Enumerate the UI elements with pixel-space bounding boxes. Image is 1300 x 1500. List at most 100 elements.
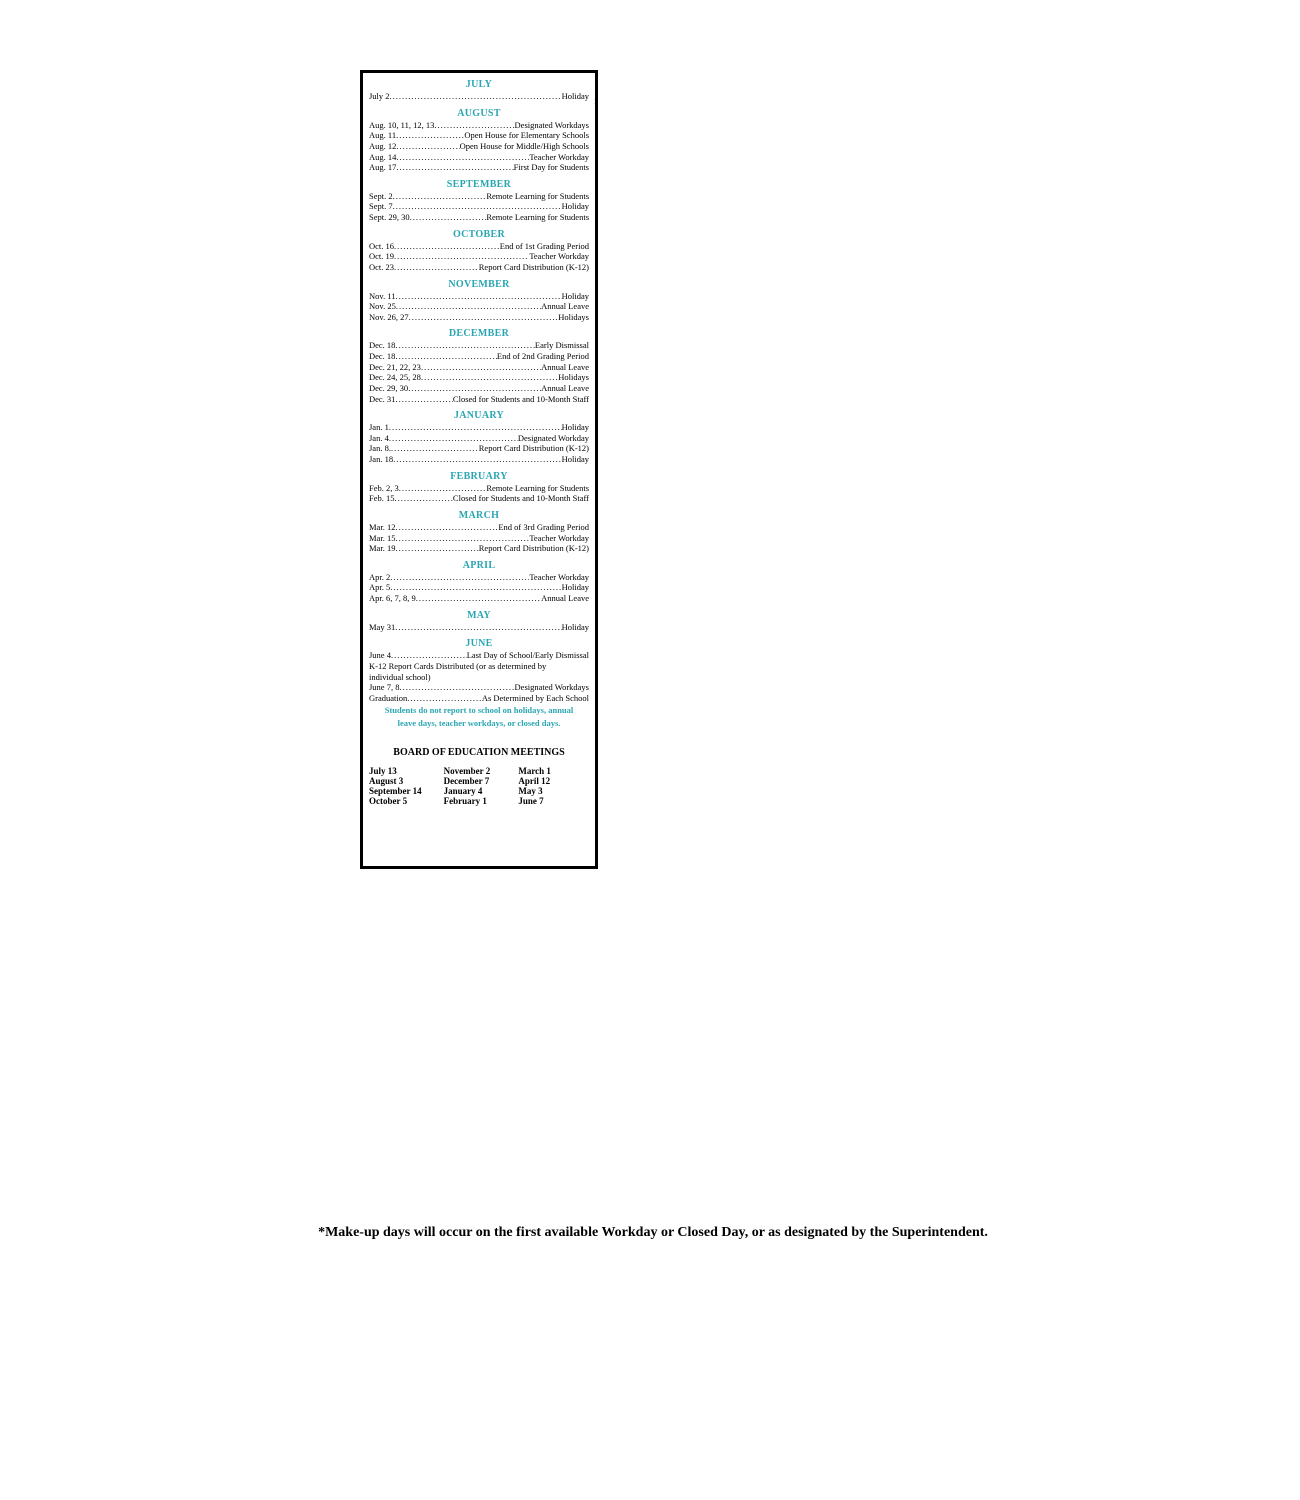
calendar-entry: Aug. 17First Day for Students [369,162,589,173]
entry-dots [391,443,479,454]
entry-label: Designated Workdays [515,120,589,131]
entry-label: Holidays [558,312,589,323]
entry-date: Aug. 12 [369,141,396,152]
entry-dots [395,351,496,362]
entry-dots [393,191,487,202]
calendar-entry: Dec. 18 Early Dismissal [369,340,589,351]
entry-label: Report Card Distribution (K-12) [479,543,589,554]
calendar-entry: Nov. 11Holiday [369,291,589,302]
entry-date: May 31 [369,622,395,633]
entry-date: Dec. 31 [369,394,395,405]
entry-label: End of 1st Grading Period [500,241,589,252]
entry-label: Holiday [562,622,589,633]
board-date: October 5 [369,796,440,806]
calendar-entry: Nov. 25Annual Leave [369,301,589,312]
month-heading: MAY [369,610,589,621]
calendar-entry: July 2 Holiday [369,91,589,102]
month-heading: DECEMBER [369,328,589,339]
decoration-dots: : [594,96,597,107]
entry-label: Annual Leave [541,362,589,373]
board-date: September 14 [369,786,440,796]
entry-dots [391,650,467,661]
entry-date: Dec. 24, 25, 28 [369,372,421,383]
entry-dots [390,91,562,102]
entry-dots [416,593,541,604]
entry-dots [434,120,514,131]
footnote: *Make-up days will occur on the first av… [228,1225,1078,1241]
board-date: March 1 [518,766,589,776]
calendar-entry: Jan. 4Designated Workday [369,433,589,444]
entry-label: Early Dismissal [535,340,589,351]
calendar-entry: Sept. 7Holiday [369,201,589,212]
board-date: May 3 [518,786,589,796]
calendar-entry: Mar. 12End of 3rd Grading Period [369,522,589,533]
entry-date: Apr. 6, 7, 8, 9 [369,593,416,604]
entry-date: Feb. 15 [369,493,395,504]
calendar-entry: Graduation As Determined by Each School [369,693,589,704]
entry-dots [408,383,541,394]
calendar-box: JULYJuly 2HolidayAUGUSTAug. 10, 11, 12, … [360,70,598,869]
entry-label: Teacher Workday [529,251,589,262]
note-line: Students do not report to school on holi… [369,705,589,716]
entry-date: Dec. 18 [369,340,395,351]
board-heading: BOARD OF EDUCATION MEETINGS [369,747,589,758]
month-heading: SEPTEMBER [369,179,589,190]
calendar-entry: Apr. 2Teacher Workday [369,572,589,583]
entry-label: Teacher Workday [529,152,589,163]
entry-date: July 2 [369,91,390,102]
entry-dots [421,362,541,373]
board-date: February 1 [444,796,515,806]
note-line: leave days, teacher workdays, or closed … [369,718,589,729]
entry-label: End of 3rd Grading Period [498,522,589,533]
month-heading: JANUARY [369,410,589,421]
board-date: June 7 [518,796,589,806]
entry-date: Jan. 8. [369,443,391,454]
board-date: December 7 [444,776,515,786]
entry-date: Nov. 25 [369,301,396,312]
calendar-entry: Jan. 8.Report Card Distribution (K-12) [369,443,589,454]
entry-dots [396,291,562,302]
entry-dots [395,394,452,405]
entry-dots [395,533,529,544]
calendar-line: K-12 Report Cards Distributed (or as det… [369,661,589,672]
calendar-entry: Aug. 11Open House for Elementary Schools [369,130,589,141]
entry-date: Mar. 19 [369,543,395,554]
entry-label: Holiday [562,201,589,212]
month-heading: APRIL [369,560,589,571]
entry-date: Dec. 18 [369,351,395,362]
board-date: August 3 [369,776,440,786]
calendar-entry: Feb. 2, 3Remote Learning for Students [369,483,589,494]
entry-date: Graduation [369,693,407,704]
calendar-entry: Feb. 15Closed for Students and 10-Month … [369,493,589,504]
calendar-entry: Oct. 16End of 1st Grading Period [369,241,589,252]
calendar-entry: Aug. 12Open House for Middle/High School… [369,141,589,152]
entry-label: First Day for Students [514,162,589,173]
entry-label: Holiday [562,582,589,593]
entry-date: Sept. 29, 30 [369,212,410,223]
entry-dots [421,372,558,383]
entry-dots [399,682,514,693]
entry-label: Last Day of School/Early Dismissal [467,650,589,661]
entry-dots [394,241,500,252]
entry-label: Designated Workdays [515,682,589,693]
entry-dots [393,201,562,212]
calendar-entry: Jan. 1Holiday [369,422,589,433]
entry-label: Remote Learning for Students [486,191,589,202]
entry-label: End of 2nd Grading Period [497,351,589,362]
entry-date: Apr. 2 [369,572,390,583]
calendar-entry: Dec. 24, 25, 28Holidays [369,372,589,383]
entry-dots [394,262,479,273]
entry-label: Open House for Elementary Schools [464,130,589,141]
entry-dots [399,483,487,494]
entry-label: As Determined by Each School [482,693,589,704]
entry-date: Oct. 19 [369,251,394,262]
calendar-line: individual school) [369,672,589,683]
entry-label: Holiday [562,91,589,102]
entry-label: Annual Leave [541,383,589,394]
entry-date: Nov. 26, 27 [369,312,409,323]
calendar-entry: June 7, 8Designated Workdays [369,682,589,693]
entry-dots [396,301,541,312]
entry-date: Dec. 29, 30 [369,383,408,394]
calendar-entry: Dec. 29, 30 Annual Leave [369,383,589,394]
entry-label: Remote Learning for Students [486,212,589,223]
